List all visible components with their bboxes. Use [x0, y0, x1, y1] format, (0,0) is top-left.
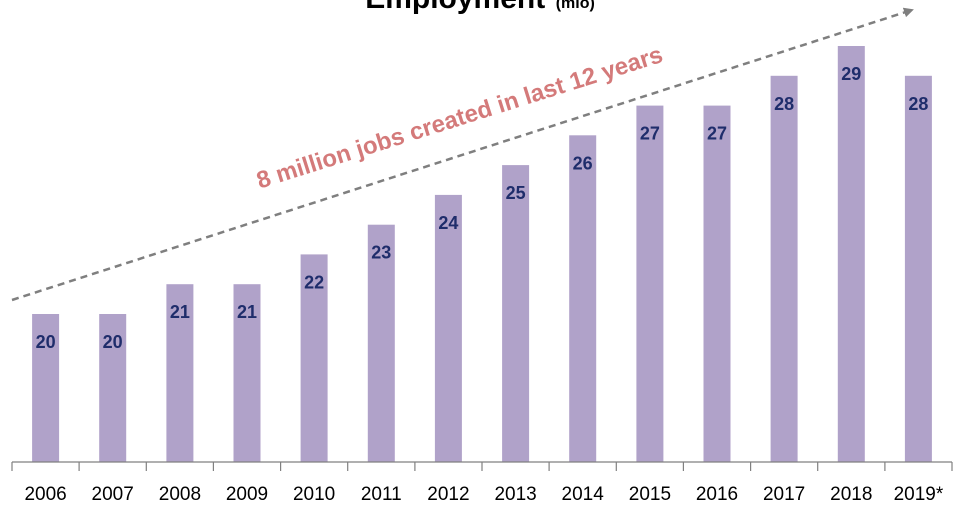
bar-value-label: 21 [170, 302, 190, 322]
bar-value-label: 22 [304, 272, 324, 292]
bar-2019* [904, 75, 932, 463]
x-tick-label: 2008 [159, 484, 201, 505]
x-tick-label: 2016 [696, 484, 738, 505]
bar-2015 [636, 105, 664, 462]
x-axis-tick-labels: 2006 2007 2008 2009 2010 2011 2012 2013 2014 2015… [24, 484, 943, 505]
bar-2017 [770, 75, 798, 463]
chart-title: Employment (mio) [365, 0, 595, 15]
x-tick-label: 2015 [629, 484, 671, 505]
chart-title-unit: (mio) [556, 0, 595, 12]
x-tick-label: 2007 [92, 484, 134, 505]
bar-value-label: 27 [707, 124, 727, 144]
bar-value-label: 28 [774, 94, 794, 114]
bar-value-label: 20 [36, 332, 56, 352]
bar-value-label: 29 [841, 64, 861, 84]
x-tick-label: 2012 [427, 484, 469, 505]
bar-2011 [367, 224, 395, 462]
bar-value-label: 21 [237, 302, 257, 322]
bar-2016 [703, 105, 731, 462]
bar-value-label: 20 [103, 332, 123, 352]
bar-2006 [32, 314, 60, 462]
bar-labels-group: 20 20 21 21 22 23 24 25 26 27 27 28 29 28 [36, 64, 929, 352]
bar-value-label: 24 [438, 213, 458, 233]
x-tick-label: 2011 [361, 484, 402, 505]
bar-value-label: 27 [640, 124, 660, 144]
chart-title-main: Employment [365, 0, 545, 15]
bar-2012 [434, 194, 462, 462]
x-tick-label: 2019* [894, 484, 944, 505]
trend-annotation: 8 million jobs created in last 12 years [253, 41, 666, 194]
x-tick-label: 2013 [494, 484, 536, 505]
bar-value-label: 25 [506, 183, 526, 203]
x-tick-label: 2017 [763, 484, 805, 505]
bar-2007 [99, 314, 127, 462]
bar-value-label: 23 [371, 243, 391, 263]
bar-2008 [166, 284, 194, 462]
x-axis-ticks [11, 462, 953, 471]
x-tick-label: 2009 [226, 484, 268, 505]
x-tick-label: 2014 [562, 484, 605, 505]
trend-arrow [11, 7, 914, 302]
bar-2010 [300, 254, 328, 462]
bar-2014 [569, 135, 597, 463]
bar-value-label: 28 [908, 94, 928, 114]
x-tick-label: 2010 [293, 484, 335, 505]
bars-group [32, 46, 932, 463]
x-tick-label: 2006 [24, 484, 66, 505]
bar-2018 [837, 46, 865, 462]
bar-2013 [502, 165, 530, 462]
bar-2009 [233, 284, 261, 462]
x-tick-label: 2018 [830, 484, 872, 505]
bar-value-label: 26 [573, 153, 593, 173]
